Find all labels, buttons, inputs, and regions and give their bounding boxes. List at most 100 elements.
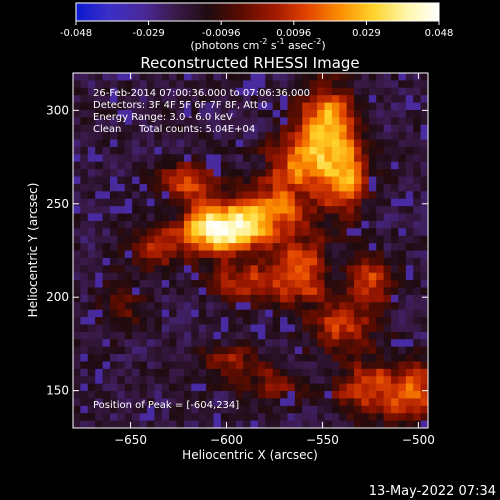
heatmap-cell [287, 124, 296, 133]
heatmap-cell [361, 331, 370, 340]
heatmap-cell [124, 324, 133, 333]
heatmap-cell [169, 183, 178, 192]
heatmap-cell [102, 376, 111, 385]
heatmap-cell [87, 287, 96, 296]
heatmap-cell [420, 383, 428, 392]
heatmap-cell [250, 183, 259, 192]
heatmap-cell [346, 176, 355, 185]
heatmap-cell [124, 243, 133, 252]
heatmap-cell [346, 146, 355, 155]
heatmap-cell [132, 265, 141, 274]
heatmap-cell [102, 339, 111, 348]
heatmap-cell [354, 324, 363, 333]
heatmap-cell [294, 176, 303, 185]
heatmap-cell [265, 376, 274, 385]
heatmap-cell [287, 280, 296, 289]
heatmap-cell [146, 280, 155, 289]
heatmap-cell [287, 117, 296, 126]
heatmap-cell [398, 272, 407, 281]
heatmap-cell [87, 354, 96, 363]
heatmap-cell [235, 243, 244, 252]
heatmap-cell [420, 176, 428, 185]
heatmap-cell [95, 324, 104, 333]
heatmap-cell [413, 376, 422, 385]
heatmap-cell [124, 405, 133, 414]
heatmap-cell [183, 73, 192, 81]
heatmap-cell [206, 213, 215, 222]
heatmap-cell [87, 191, 96, 200]
heatmap-cell [87, 391, 96, 400]
heatmap-cell [191, 146, 200, 155]
heatmap-cell [117, 309, 126, 318]
y-tick-label: 150 [46, 384, 69, 398]
heatmap-cell [280, 294, 289, 303]
heatmap-cell [339, 124, 348, 133]
heatmap-cell [265, 154, 274, 163]
heatmap-cell [124, 139, 133, 148]
heatmap-cell [272, 154, 281, 163]
heatmap-cell [191, 280, 200, 289]
heatmap-cell [324, 95, 333, 104]
heatmap-cell [280, 220, 289, 229]
heatmap-cell [324, 80, 333, 89]
heatmap-cell [354, 265, 363, 274]
heatmap-cell [398, 228, 407, 237]
heatmap-cell [405, 331, 414, 340]
heatmap-cell [309, 346, 318, 355]
heatmap-cell [80, 398, 89, 407]
heatmap-cell [109, 109, 118, 118]
heatmap-cell [191, 420, 200, 428]
heatmap-cell [80, 391, 89, 400]
heatmap-cell [235, 272, 244, 281]
heatmap-cell [309, 73, 318, 81]
heatmap-cell [169, 95, 178, 104]
heatmap-cell [243, 169, 252, 178]
heatmap-cell [243, 257, 252, 266]
heatmap-cell [176, 206, 185, 215]
heatmap-cell [235, 317, 244, 326]
heatmap-cell [368, 73, 377, 81]
heatmap-cell [302, 154, 311, 163]
heatmap-cell [161, 198, 170, 207]
heatmap-cell [235, 169, 244, 178]
heatmap-cell [124, 183, 133, 192]
heatmap-cell [161, 280, 170, 289]
heatmap-cell [413, 95, 422, 104]
heatmap-cell [183, 331, 192, 340]
heatmap-cell [324, 354, 333, 363]
heatmap-cell [169, 176, 178, 185]
heatmap-cell [280, 206, 289, 215]
heatmap-cell [420, 324, 428, 333]
heatmap-cell [235, 413, 244, 422]
heatmap-cell [331, 368, 340, 377]
heatmap-cell [317, 243, 326, 252]
heatmap-cell [117, 102, 126, 111]
heatmap-cell [280, 265, 289, 274]
heatmap-cell [198, 183, 207, 192]
heatmap-cell [398, 339, 407, 348]
heatmap-cell [109, 324, 118, 333]
heatmap-cell [102, 324, 111, 333]
heatmap-cell [272, 309, 281, 318]
colorbar-tick-label: -0.048 [60, 28, 92, 39]
heatmap-cell [294, 154, 303, 163]
heatmap-cell [317, 176, 326, 185]
heatmap-cell [154, 398, 163, 407]
heatmap-cell [176, 250, 185, 259]
heatmap-cell [405, 346, 414, 355]
heatmap-cell [154, 109, 163, 118]
heatmap-cell [124, 206, 133, 215]
heatmap-cell [383, 280, 392, 289]
heatmap-cell [346, 213, 355, 222]
heatmap-cell [154, 228, 163, 237]
heatmap-cell [220, 213, 229, 222]
heatmap-cell [124, 346, 133, 355]
heatmap-cell [420, 220, 428, 229]
heatmap-cell [95, 198, 104, 207]
heatmap-cell [339, 376, 348, 385]
heatmap-cell [354, 398, 363, 407]
heatmap-cell [361, 317, 370, 326]
heatmap-cell [183, 339, 192, 348]
heatmap-cell [176, 169, 185, 178]
heatmap-cell [132, 183, 141, 192]
